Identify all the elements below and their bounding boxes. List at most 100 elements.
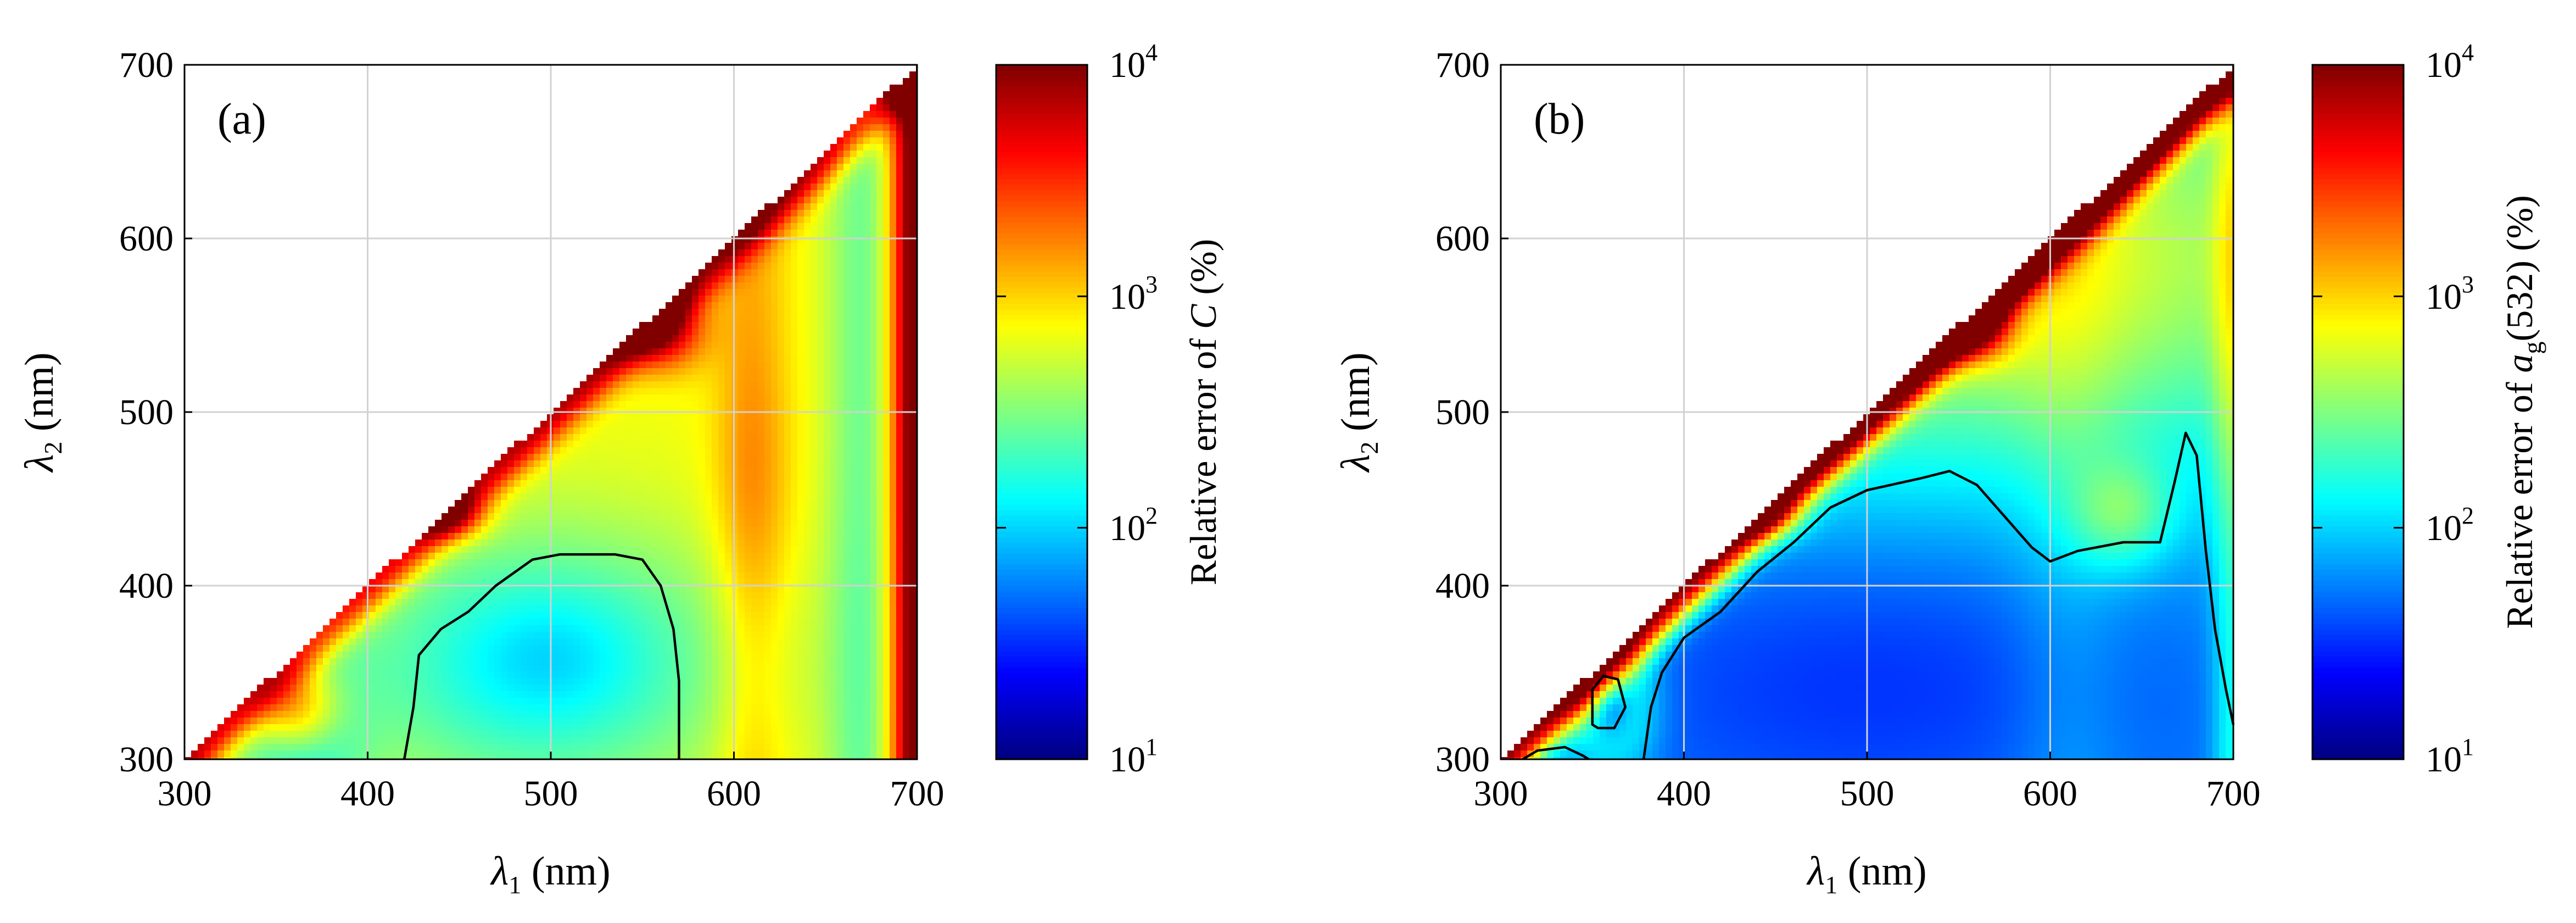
heatmap-cell [712, 592, 719, 599]
heatmap-cell [606, 750, 613, 758]
heatmap-cell [850, 665, 857, 672]
heatmap-cell [435, 731, 442, 738]
heatmap-cell [705, 276, 712, 283]
heatmap-cell [797, 559, 804, 566]
heatmap-cell [843, 381, 851, 388]
heatmap-cell [474, 566, 482, 573]
heatmap-cell [738, 447, 745, 454]
heatmap-cell [771, 599, 778, 606]
heatmap-cell [540, 718, 547, 725]
heatmap-cell [244, 757, 251, 760]
heatmap-cell [804, 559, 811, 566]
heatmap-cell [745, 599, 752, 606]
heatmap-cell [514, 546, 521, 553]
heatmap-cell [507, 474, 515, 481]
heatmap-cell [771, 454, 778, 461]
heatmap-cell [751, 513, 758, 520]
heatmap-cell [718, 322, 725, 329]
heatmap-cell [586, 441, 594, 448]
heatmap-cell [679, 296, 686, 303]
heatmap-cell [560, 421, 567, 428]
heatmap-cell [771, 724, 778, 731]
heatmap-cell [626, 737, 633, 744]
heatmap-cell [600, 718, 607, 725]
heatmap-cell [718, 572, 725, 580]
heatmap-cell [830, 408, 837, 415]
heatmap-cell [725, 309, 732, 316]
heatmap-cell [699, 744, 706, 751]
heatmap-cell [395, 744, 403, 751]
heatmap-cell [527, 658, 534, 665]
heatmap-cell [639, 711, 646, 718]
heatmap-cell [567, 559, 574, 566]
heatmap-cell [718, 691, 725, 698]
heatmap-cell [402, 691, 409, 698]
heatmap-cell [778, 394, 785, 402]
heatmap-cell [633, 698, 640, 705]
heatmap-cell [270, 737, 277, 744]
heatmap-cell [488, 612, 495, 619]
heatmap-cell [679, 658, 686, 665]
heatmap-cell [474, 480, 482, 487]
heatmap-cell [606, 572, 613, 580]
heatmap-cell [843, 157, 851, 164]
heatmap-cell [738, 434, 745, 441]
heatmap-cell [850, 685, 857, 692]
heatmap-cell [633, 520, 640, 527]
heatmap-cell [481, 671, 488, 679]
heatmap-cell [613, 375, 620, 382]
heatmap-cell [540, 586, 547, 593]
heatmap-cell [837, 678, 844, 685]
heatmap-cell [850, 559, 857, 566]
heatmap-cell [659, 381, 666, 388]
heatmap-cell [791, 427, 798, 435]
heatmap-cell [560, 632, 567, 639]
heatmap-cell [633, 362, 640, 369]
heatmap-cell [626, 493, 633, 501]
heatmap-cell [409, 579, 416, 586]
heatmap-cell [356, 619, 363, 626]
heatmap-cell [652, 355, 660, 362]
heatmap-cell [850, 289, 857, 296]
heatmap-cell [791, 362, 798, 369]
heatmap-cell [791, 282, 798, 290]
heatmap-cell [666, 460, 673, 468]
heatmap-cell [784, 434, 791, 441]
heatmap-cell [633, 474, 640, 481]
heatmap-cell [560, 434, 567, 441]
heatmap-cell [613, 592, 620, 599]
heatmap-cell [778, 408, 785, 415]
heatmap-cell [817, 394, 824, 402]
heatmap-cell [442, 586, 449, 593]
heatmap-cell [692, 434, 699, 441]
heatmap-cell [376, 750, 383, 758]
heatmap-cell [586, 487, 594, 494]
heatmap-cell [277, 718, 284, 725]
heatmap-cell [586, 507, 594, 514]
heatmap-cell [679, 362, 686, 369]
heatmap-cell [672, 348, 679, 355]
heatmap-cell [501, 678, 508, 685]
heatmap-cell [659, 619, 666, 626]
heatmap-cell [534, 467, 541, 474]
heatmap-cell [778, 289, 785, 296]
heatmap-cell [442, 685, 449, 692]
heatmap-cell [751, 454, 758, 461]
heatmap-cell [843, 698, 851, 705]
heatmap-cell [811, 718, 818, 725]
heatmap-cell [837, 368, 844, 375]
heatmap-cell [376, 665, 383, 672]
heatmap-cell [494, 553, 501, 560]
heatmap-cell [758, 315, 765, 323]
heatmap-cell [382, 632, 389, 639]
heatmap-cell [817, 507, 824, 514]
heatmap-cell [283, 698, 290, 705]
heatmap-cell [817, 520, 824, 527]
heatmap-cell [573, 685, 580, 692]
heatmap-cell [619, 408, 627, 415]
heatmap-cell [633, 342, 640, 349]
heatmap-cell [652, 698, 660, 705]
heatmap-cell [468, 572, 475, 580]
heatmap-cell [797, 572, 804, 580]
heatmap-cell [626, 513, 633, 520]
